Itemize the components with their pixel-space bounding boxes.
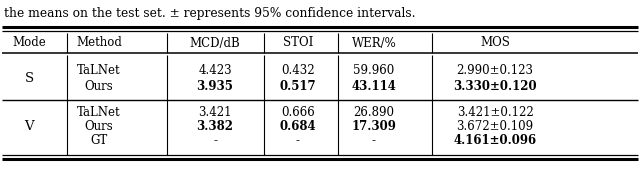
Text: 0.684: 0.684 [280, 121, 316, 134]
Text: Mode: Mode [12, 36, 46, 50]
Text: STOI: STOI [283, 36, 313, 50]
Text: 3.421±0.122: 3.421±0.122 [456, 106, 533, 120]
Text: MCD/dB: MCD/dB [189, 36, 241, 50]
Text: 43.114: 43.114 [351, 81, 396, 93]
Text: TaLNet: TaLNet [77, 64, 121, 76]
Text: V: V [24, 121, 34, 134]
Text: Ours: Ours [84, 121, 113, 134]
Text: 3.382: 3.382 [196, 121, 234, 134]
Text: 4.161±0.096: 4.161±0.096 [453, 135, 536, 147]
Text: 0.666: 0.666 [281, 106, 315, 120]
Text: 3.935: 3.935 [196, 81, 234, 93]
Text: Method: Method [76, 36, 122, 50]
Text: 2.990±0.123: 2.990±0.123 [456, 64, 534, 76]
Text: -: - [372, 135, 376, 147]
Text: 59.960: 59.960 [353, 64, 395, 76]
Text: S: S [24, 72, 33, 85]
Text: WER/%: WER/% [351, 36, 396, 50]
Text: 3.672±0.109: 3.672±0.109 [456, 121, 534, 134]
Text: Ours: Ours [84, 81, 113, 93]
Text: GT: GT [90, 135, 108, 147]
Text: 0.432: 0.432 [281, 64, 315, 76]
Text: 3.421: 3.421 [198, 106, 232, 120]
Text: 4.423: 4.423 [198, 64, 232, 76]
Text: 17.309: 17.309 [351, 121, 396, 134]
Text: TaLNet: TaLNet [77, 106, 121, 120]
Text: -: - [296, 135, 300, 147]
Text: 26.890: 26.890 [353, 106, 394, 120]
Text: 0.517: 0.517 [280, 81, 316, 93]
Text: MOS: MOS [480, 36, 510, 50]
Text: -: - [213, 135, 217, 147]
Text: the means on the test set. ± represents 95% confidence intervals.: the means on the test set. ± represents … [4, 6, 415, 20]
Text: 3.330±0.120: 3.330±0.120 [453, 81, 537, 93]
